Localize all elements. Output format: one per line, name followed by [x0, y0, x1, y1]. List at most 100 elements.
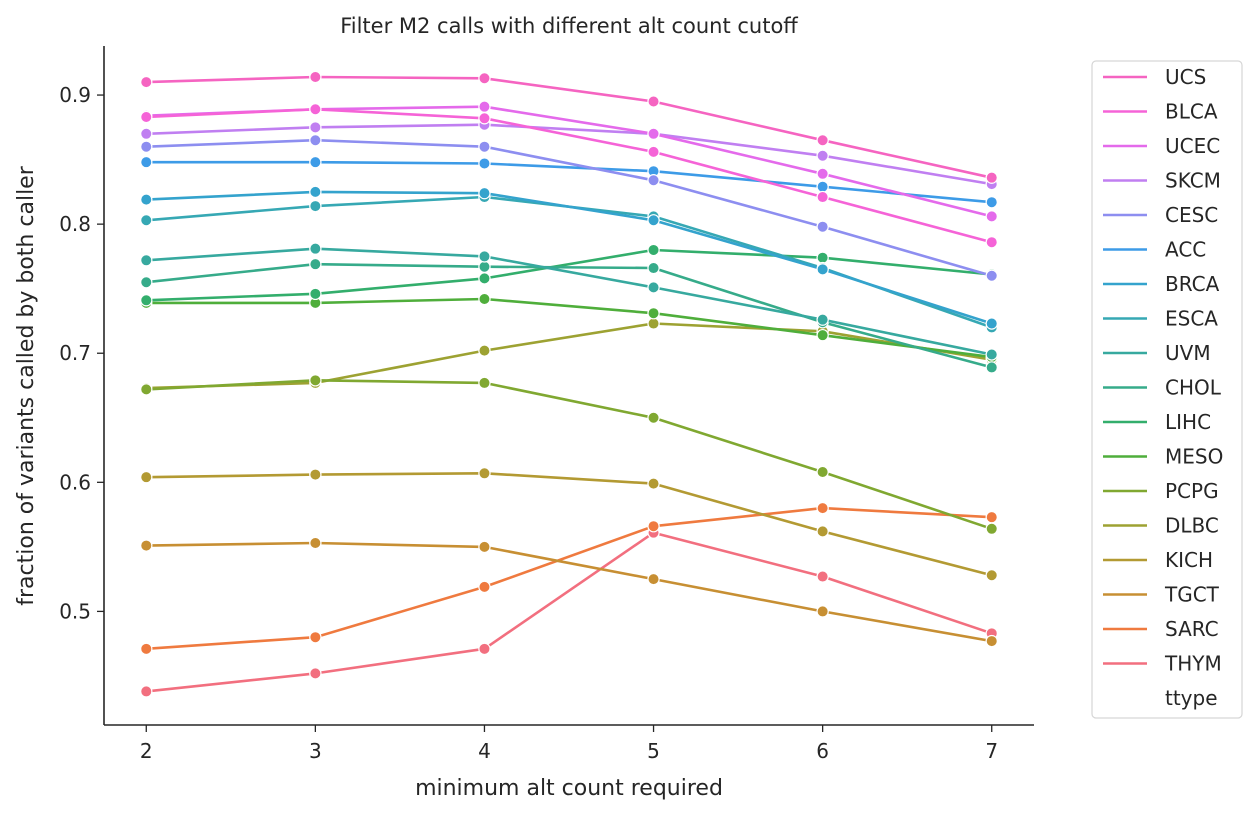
x-tick-label: 2 [140, 739, 153, 763]
data-point [647, 411, 660, 424]
legend-label: SARC [1165, 617, 1219, 641]
data-point [140, 155, 153, 169]
data-point [478, 260, 491, 273]
data-point [478, 292, 491, 306]
y-tick-label: 0.5 [59, 599, 91, 623]
series-cesc [140, 134, 998, 282]
data-point [478, 376, 491, 390]
data-point [816, 149, 829, 162]
data-point [140, 214, 153, 227]
data-point [478, 467, 491, 480]
data-point [309, 155, 322, 169]
data-point [140, 470, 153, 484]
y-tick-label: 0.8 [59, 212, 91, 236]
legend-item-blca: BLCA [1103, 100, 1218, 124]
series-line [146, 297, 992, 359]
y-axis-label: fraction of variants called by both call… [14, 165, 39, 605]
data-point [309, 536, 322, 550]
data-point [309, 185, 322, 199]
data-point [816, 465, 829, 479]
x-axis-ticks: 2 3 4 5 6 7 [140, 725, 998, 763]
series-chol [140, 257, 998, 374]
legend-box [1091, 60, 1243, 719]
legend-item-chol: CHOL [1103, 376, 1222, 400]
legend-label: CESC [1165, 203, 1218, 227]
data-point [647, 145, 660, 159]
data-point [309, 121, 322, 134]
data-point [309, 257, 322, 271]
data-point [816, 605, 829, 618]
data-point [816, 134, 829, 147]
series-line [146, 262, 993, 369]
data-point [478, 540, 491, 554]
legend-label: CHOL [1165, 376, 1222, 400]
data-point [816, 570, 829, 583]
data-point [140, 193, 153, 206]
data-point [478, 250, 491, 263]
legend-label: TGCT [1164, 583, 1220, 607]
series-line [146, 322, 992, 390]
series-line [146, 108, 993, 244]
legend-label: THYM [1164, 652, 1222, 676]
legend-item-pcpg: PCPG [1103, 479, 1219, 503]
data-point [478, 186, 491, 200]
legend: UCS BLCA UCEC SKCM CESC ACC BRCA ESCA UVM CHOL LIH… [1091, 60, 1243, 719]
data-point [816, 525, 829, 538]
y-tick-label: 0.7 [59, 341, 91, 365]
data-point [985, 171, 998, 184]
data-point [985, 195, 998, 209]
data-point [140, 75, 153, 89]
data-point [985, 269, 998, 282]
data-point [985, 522, 998, 535]
legend-item-acc: ACC [1103, 238, 1206, 262]
data-point [140, 539, 153, 552]
data-point [140, 254, 153, 267]
data-point [816, 328, 829, 342]
legend-label: DLBC [1165, 514, 1219, 538]
data-point [309, 134, 322, 147]
series-ucs [140, 70, 998, 184]
legend-label: SKCM [1165, 169, 1221, 193]
data-point [647, 317, 660, 330]
data-point [309, 287, 322, 301]
series-tgct [140, 536, 998, 648]
data-point [647, 214, 660, 227]
data-point [478, 157, 491, 170]
x-tick-label: 6 [816, 739, 829, 763]
legend-item-dlbc: DLBC [1103, 514, 1219, 538]
data-point [816, 263, 829, 276]
legend-item-esca: ESCA [1103, 307, 1218, 331]
series-acc [140, 155, 998, 209]
legend-item-brca: BRCA [1103, 272, 1220, 296]
legend-label: BLCA [1165, 100, 1218, 124]
legend-label: UCS [1165, 65, 1206, 89]
legend-item-meso: MESO [1103, 445, 1223, 469]
data-point [647, 520, 660, 533]
data-point [647, 572, 660, 586]
legend-label: UVM [1165, 341, 1211, 365]
x-tick-label: 7 [985, 739, 998, 763]
data-point [140, 294, 153, 307]
series-brca [140, 185, 998, 330]
data-point [140, 642, 153, 656]
data-point [478, 100, 491, 113]
data-point [478, 72, 491, 85]
data-point [478, 344, 491, 357]
data-point [985, 348, 998, 361]
data-point [478, 140, 491, 153]
series-layer [140, 70, 998, 698]
data-point [309, 242, 322, 255]
legend-item-ucec: UCEC [1103, 134, 1220, 158]
data-point [140, 140, 153, 153]
series-line [146, 541, 992, 643]
data-point [816, 313, 829, 326]
data-point [309, 199, 322, 213]
y-tick-label: 0.6 [59, 470, 91, 494]
data-point [140, 276, 153, 289]
x-tick-label: 3 [309, 739, 322, 763]
data-point [140, 127, 153, 140]
series-sarc [140, 501, 998, 656]
legend-label: LIHC [1165, 410, 1211, 434]
data-point [985, 510, 998, 524]
